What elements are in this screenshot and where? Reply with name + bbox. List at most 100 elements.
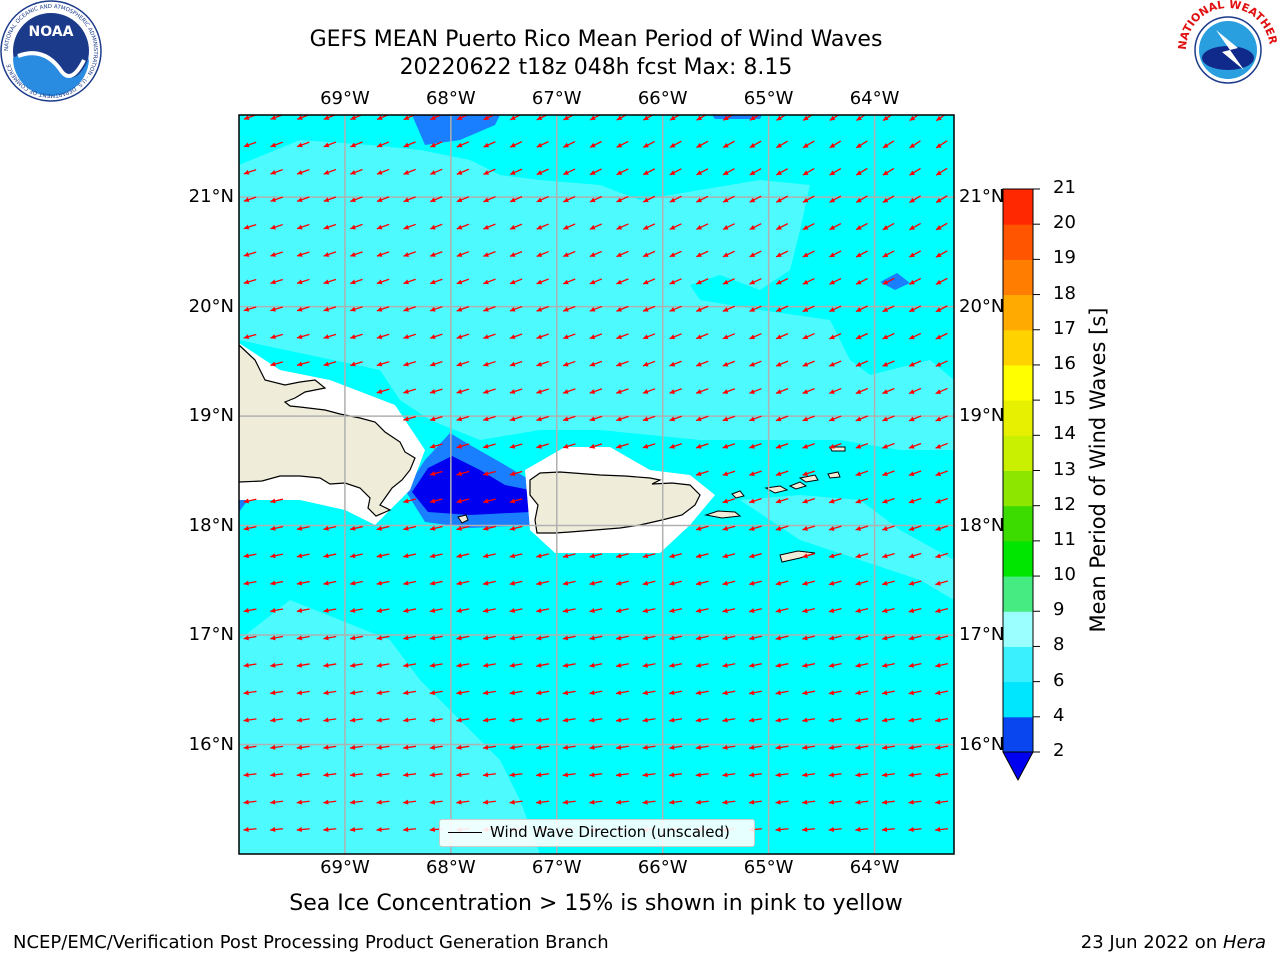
- footer-date: 23 Jun 2022 on Hera: [1081, 932, 1266, 953]
- wave-direction-arrow: [642, 580, 656, 586]
- wave-direction-arrow: [323, 553, 337, 559]
- wave-direction-arrow: [669, 168, 682, 176]
- wave-direction-arrow: [749, 360, 762, 367]
- wave-direction-arrow: [775, 388, 789, 394]
- land-culebra: [731, 490, 745, 499]
- wave-direction-arrow: [695, 360, 709, 367]
- wave-direction-arrow: [669, 388, 682, 394]
- wave-direction-arrow: [536, 744, 550, 750]
- wave-direction-arrow: [589, 772, 603, 778]
- wave-direction-arrow: [748, 772, 762, 778]
- wave-direction-arrow: [536, 443, 550, 449]
- wave-direction-arrow: [243, 717, 257, 723]
- wave-direction-arrow: [935, 115, 946, 122]
- wave-direction-arrow: [908, 799, 922, 805]
- wave-direction-arrow: [509, 415, 523, 422]
- wave-direction-arrow: [296, 744, 310, 750]
- wave-direction-arrow: [775, 690, 789, 696]
- footer-credit: NCEP/EMC/Verification Post Processing Pr…: [13, 932, 609, 953]
- wave-direction-arrow: [829, 305, 842, 313]
- wave-direction-arrow: [695, 635, 709, 641]
- wave-direction-arrow: [562, 278, 576, 285]
- wave-direction-arrow: [536, 717, 550, 723]
- colorbar-under-triangle: [1002, 751, 1034, 782]
- wave-direction-arrow: [589, 415, 603, 422]
- wave-direction-arrow: [722, 608, 736, 613]
- wave-direction-arrow: [296, 361, 310, 367]
- wave-direction-arrow: [695, 443, 709, 449]
- colorbar-tick-label: 4: [1053, 704, 1065, 726]
- wave-direction-arrow: [802, 223, 815, 231]
- wave-direction-arrow: [695, 799, 709, 805]
- wave-direction-arrow: [349, 799, 363, 805]
- wave-direction-arrow: [562, 662, 576, 668]
- wave-direction-arrow: [802, 553, 816, 559]
- wave-direction-arrow: [616, 195, 629, 203]
- wave-direction-arrow: [350, 196, 363, 203]
- colorbar-segment: [1003, 364, 1033, 401]
- wave-direction-arrow: [908, 305, 922, 313]
- colorbar-segment: [1003, 611, 1033, 647]
- wave-direction-arrow: [243, 827, 257, 833]
- wave-direction-arrow: [429, 223, 443, 230]
- wave-direction-arrow: [642, 772, 656, 778]
- wave-direction-arrow: [748, 635, 762, 641]
- wave-direction-arrow: [243, 608, 257, 613]
- colorbar-segment: [1003, 294, 1033, 331]
- wave-direction-arrow: [536, 333, 549, 340]
- wave-direction-arrow: [403, 196, 416, 203]
- wave-direction-arrow: [429, 306, 443, 312]
- wave-direction-arrow: [509, 608, 523, 613]
- wave-direction-arrow: [376, 553, 390, 559]
- wave-direction-arrow: [589, 305, 603, 312]
- wave-direction-arrow: [908, 497, 922, 504]
- lon-label-bottom: 68°W: [425, 857, 476, 878]
- wave-direction-arrow: [855, 332, 868, 340]
- wave-direction-arrow: [536, 772, 550, 778]
- wave-direction-arrow: [323, 223, 337, 230]
- wave-direction-arrow: [296, 827, 310, 833]
- wave-direction-arrow: [748, 799, 762, 805]
- wave-direction-arrow: [748, 662, 762, 668]
- wave-direction-arrow: [909, 222, 921, 231]
- wave-direction-arrow: [908, 525, 922, 531]
- colorbar-segment: [1003, 540, 1033, 577]
- wave-direction-arrow: [323, 744, 337, 750]
- wave-direction-arrow: [482, 525, 496, 531]
- wave-direction-arrow: [562, 608, 576, 613]
- wave-direction-arrow: [802, 580, 816, 586]
- lon-label-bottom: 66°W: [637, 857, 688, 878]
- wave-direction-arrow: [855, 277, 868, 285]
- wave-direction-arrow: [589, 278, 603, 285]
- wave-direction-arrow: [882, 387, 895, 395]
- wave-direction-arrow: [615, 690, 629, 696]
- wave-direction-arrow: [296, 717, 310, 723]
- wave-direction-arrow: [456, 223, 470, 230]
- wave-direction-arrow: [350, 278, 363, 285]
- wave-direction-arrow: [403, 388, 417, 394]
- wave-direction-arrow: [829, 167, 842, 176]
- wave-direction-arrow: [296, 141, 310, 148]
- wave-direction-arrow: [589, 580, 603, 586]
- wave-direction-arrow: [536, 415, 549, 422]
- wave-direction-arrow: [243, 278, 257, 285]
- wave-direction-arrow: [589, 195, 602, 203]
- wave-direction-arrow: [855, 470, 869, 477]
- wave-direction-arrow: [881, 827, 895, 833]
- wave-direction-arrow: [935, 717, 949, 723]
- wave-direction-arrow: [802, 278, 815, 285]
- wave-direction-arrow: [616, 388, 629, 394]
- wave-direction-arrow: [429, 553, 443, 559]
- wave-direction-arrow: [456, 690, 470, 696]
- wave-direction-arrow: [376, 525, 390, 531]
- wave-direction-arrow: [615, 608, 629, 613]
- colorbar-segment: [1003, 189, 1033, 225]
- wave-direction-arrow: [802, 195, 815, 203]
- wave-direction-arrow: [589, 690, 603, 696]
- wave-direction-arrow: [323, 799, 337, 805]
- wave-direction-arrow: [456, 608, 470, 613]
- wave-direction-arrow: [482, 608, 496, 613]
- wave-direction-arrow: [403, 580, 417, 586]
- legend-text: Wind Wave Direction (unscaled): [490, 823, 730, 841]
- wave-direction-arrow: [722, 744, 736, 750]
